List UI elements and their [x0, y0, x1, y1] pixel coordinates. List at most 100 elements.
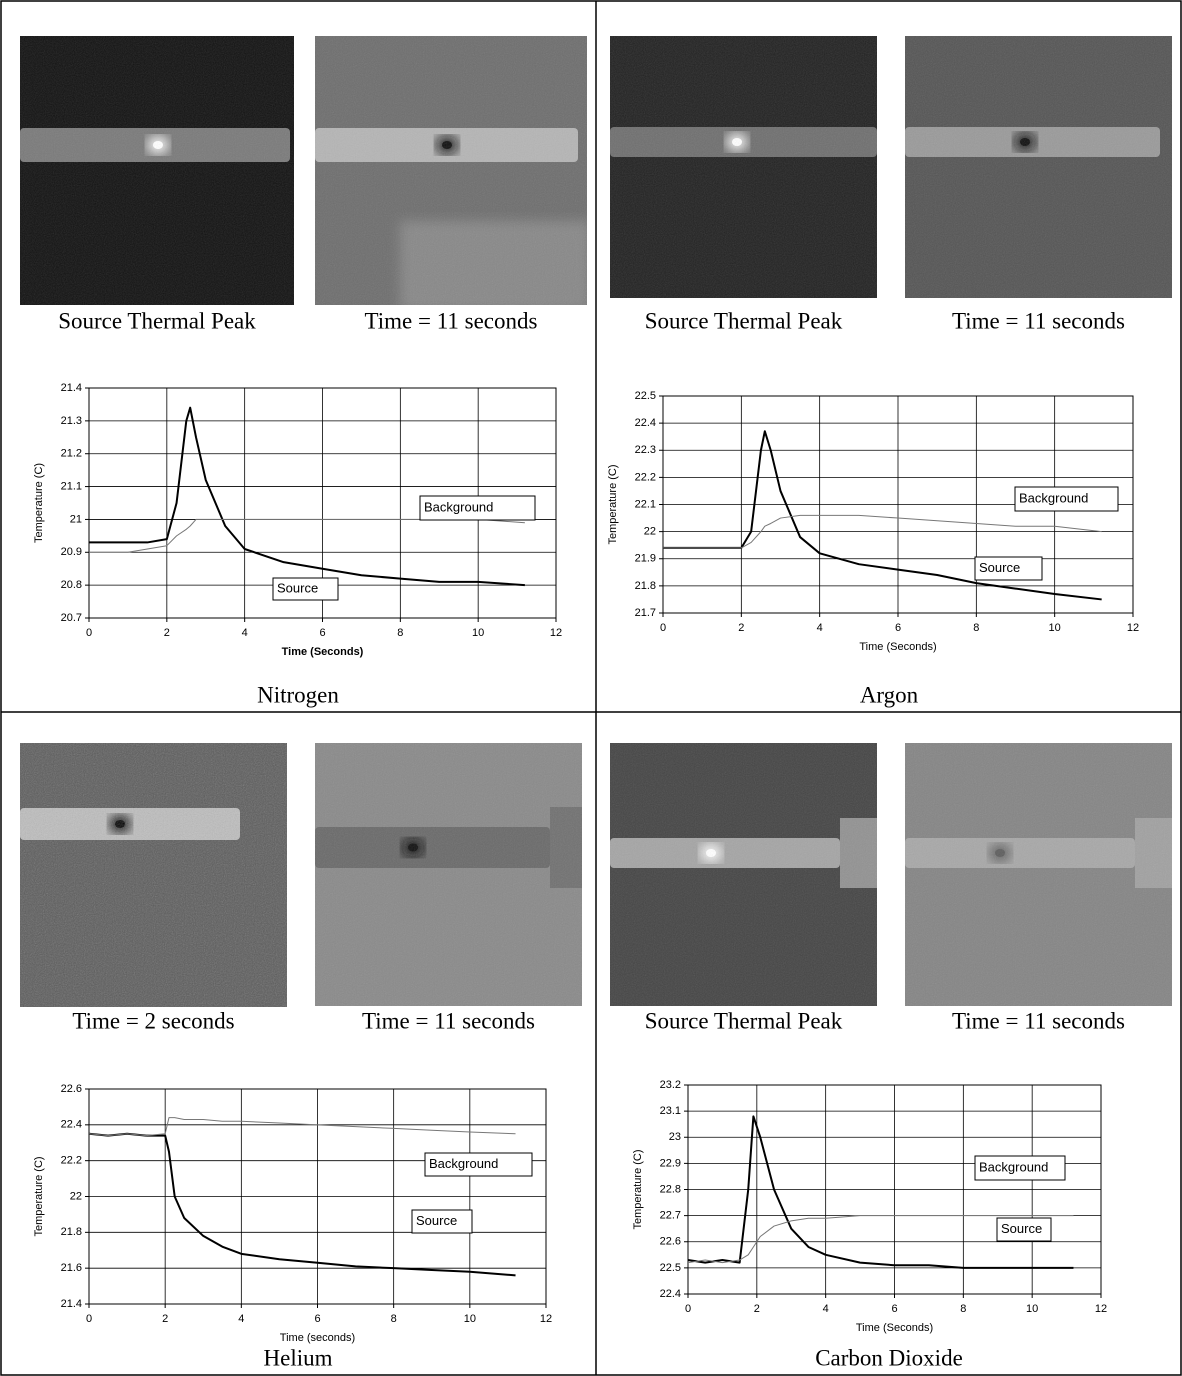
image-content	[315, 36, 587, 305]
panel-label: Helium	[264, 1345, 333, 1370]
image-content	[905, 743, 1172, 1006]
image-content	[20, 743, 287, 1007]
thermal-image	[315, 743, 582, 1006]
x-tick-label: 10	[1026, 1303, 1038, 1315]
x-tick-label: 2	[162, 1313, 168, 1325]
y-tick-label: 22.8	[660, 1183, 681, 1195]
y-tick-label: 22.9	[660, 1157, 681, 1169]
panel-label: Nitrogen	[257, 682, 339, 707]
x-axis-label: Time (Seconds)	[856, 1322, 933, 1334]
image-noise	[20, 743, 287, 1007]
y-tick-label: 22	[644, 526, 656, 538]
x-tick-label: 4	[817, 622, 823, 634]
x-tick-label: 2	[754, 1303, 760, 1315]
y-tick-label: 22.6	[61, 1083, 82, 1095]
series-label: Source	[979, 560, 1020, 575]
x-tick-label: 2	[164, 627, 170, 639]
x-tick-label: 6	[314, 1313, 320, 1325]
image-content	[610, 36, 877, 298]
series-label: Source	[277, 580, 318, 595]
y-tick-label: 21.8	[635, 580, 656, 592]
series-label: Background	[979, 1159, 1048, 1174]
thermal-image	[610, 743, 877, 1006]
x-tick-label: 12	[1127, 622, 1139, 634]
x-axis-label: Time (Seconds)	[859, 641, 936, 653]
x-tick-label: 8	[397, 627, 403, 639]
series-line	[89, 406, 525, 587]
x-tick-label: 2	[738, 622, 744, 634]
series-label: Source	[416, 1213, 457, 1228]
series-label-box	[272, 577, 339, 601]
x-tick-label: 4	[823, 1303, 829, 1315]
image-caption: Time = 11 seconds	[362, 1008, 535, 1033]
image-caption: Time = 2 seconds	[72, 1008, 234, 1033]
y-tick-label: 21.2	[61, 448, 82, 460]
image-noise	[315, 743, 582, 1006]
x-tick-label: 6	[891, 1303, 897, 1315]
x-axis-label: Time (seconds)	[280, 1332, 355, 1344]
y-tick-label: 22.4	[61, 1119, 82, 1131]
image-caption: Source Thermal Peak	[645, 308, 843, 333]
series-line	[88, 1117, 516, 1137]
series-label-box	[419, 495, 536, 521]
y-tick-label: 22.6	[660, 1236, 681, 1248]
thermal-image	[905, 743, 1172, 1006]
panel-label: Argon	[860, 682, 919, 707]
series-label-box	[996, 1217, 1052, 1242]
y-tick-label: 22.3	[635, 444, 656, 456]
x-tick-label: 8	[391, 1313, 397, 1325]
series-label-box	[974, 1155, 1066, 1181]
y-tick-label: 22.5	[660, 1262, 681, 1274]
y-axis-label: Temperature (C)	[632, 1149, 644, 1229]
image-noise	[905, 743, 1172, 1006]
series-line	[663, 514, 1102, 549]
series-label-box	[424, 1152, 533, 1177]
thermal-image	[20, 743, 287, 1007]
image-caption: Source Thermal Peak	[58, 308, 256, 333]
y-tick-label: 20.8	[61, 579, 82, 591]
image-noise	[905, 36, 1172, 298]
image-caption: Time = 11 seconds	[952, 1008, 1125, 1033]
y-tick-label: 21.6	[61, 1262, 82, 1274]
y-tick-label: 22.1	[635, 498, 656, 510]
x-tick-label: 0	[86, 1313, 92, 1325]
y-tick-label: 21.3	[61, 415, 82, 427]
panel-label: Carbon Dioxide	[815, 1345, 963, 1370]
y-tick-label: 23.2	[660, 1079, 681, 1091]
image-noise	[610, 743, 877, 1006]
y-tick-label: 21.4	[61, 382, 82, 394]
y-axis-label: Temperature (C)	[33, 463, 45, 543]
y-axis-label: Temperature (C)	[607, 464, 619, 544]
x-tick-label: 8	[960, 1303, 966, 1315]
x-tick-label: 10	[1049, 622, 1061, 634]
series-label: Source	[1001, 1221, 1042, 1236]
image-caption: Source Thermal Peak	[645, 1008, 843, 1033]
image-noise	[610, 36, 877, 298]
x-tick-label: 10	[472, 627, 484, 639]
image-noise	[315, 36, 587, 305]
series-label: Background	[1019, 490, 1088, 505]
y-tick-label: 21	[70, 513, 82, 525]
image-content	[315, 743, 582, 1006]
thermal-image	[20, 36, 294, 305]
y-tick-label: 22.2	[61, 1155, 82, 1167]
y-axis-label: Temperature (C)	[33, 1156, 45, 1236]
x-tick-label: 12	[550, 627, 562, 639]
y-tick-label: 21.1	[61, 480, 82, 492]
y-tick-label: 23.1	[660, 1105, 681, 1117]
x-axis-label: Time (Seconds)	[282, 646, 364, 658]
y-tick-label: 20.9	[61, 546, 82, 558]
series-label-box	[974, 556, 1043, 581]
image-content	[905, 36, 1172, 298]
x-tick-label: 6	[319, 627, 325, 639]
image-content	[610, 743, 877, 1006]
x-tick-label: 12	[1095, 1303, 1107, 1315]
y-tick-label: 22	[70, 1190, 82, 1202]
y-tick-label: 21.7	[635, 607, 656, 619]
image-content	[20, 36, 294, 305]
series-label: Background	[429, 1156, 498, 1171]
series-line	[687, 1215, 1074, 1264]
x-tick-label: 8	[973, 622, 979, 634]
